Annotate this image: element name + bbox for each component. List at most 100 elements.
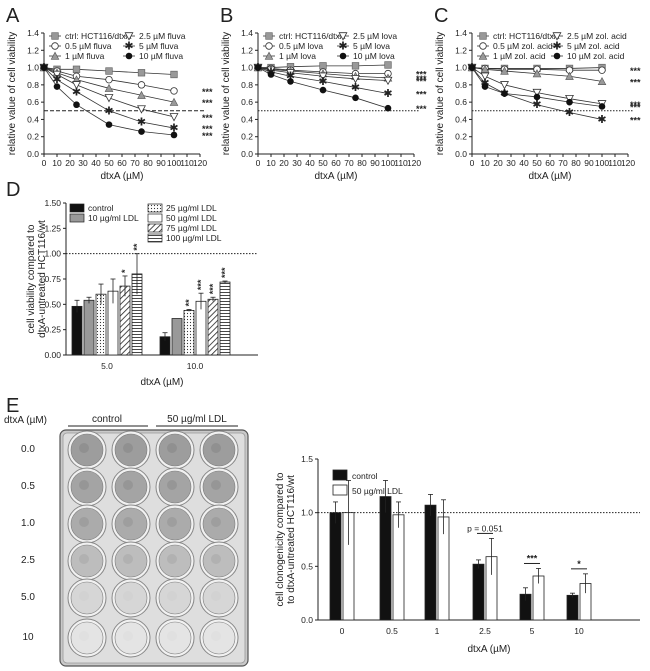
data-point [286, 69, 295, 78]
y-tick-label: 0.2 [455, 132, 467, 142]
legend-marker [50, 51, 60, 60]
series-5: ✱✱✱✱✱✱*** [467, 62, 641, 126]
y-tick-label: 0.4 [455, 114, 467, 124]
y-tick-label: 1.0 [27, 63, 39, 73]
data-point [169, 97, 179, 106]
bar-chart-d: 0.000.250.500.751.001.251.50***5.0***** *… [26, 198, 258, 388]
data-point [533, 93, 541, 101]
well-colonies [70, 581, 104, 615]
data-point [319, 62, 327, 70]
legend-label: ctrl: HCT116/dtxA [493, 31, 560, 41]
significance-label: *** [416, 90, 427, 100]
y-tick-label: 1.2 [455, 45, 467, 55]
y-tick-label: 0.50 [44, 299, 61, 309]
bar [566, 594, 579, 621]
x-tick-label: 0.5 [386, 626, 398, 636]
legend-label: ctrl: HCT116/dtxA [279, 31, 346, 41]
x-tick-label: 120 [621, 158, 635, 168]
significance-label: *** [202, 131, 213, 141]
y-axis-title: relative value of cell viability [7, 32, 18, 155]
legend-marker: ✱ [124, 41, 133, 53]
x-tick-label: 10 [574, 626, 584, 636]
chart-c: 0.0 0.2 0.4 0.6 0.8 1.0 1.2 1.4 0 10 20 30 40 50 60 70 8… [435, 28, 641, 182]
well-colony-cluster [79, 591, 89, 601]
x-tick-label: 80 [357, 158, 367, 168]
x-tick-label: 110 [608, 158, 622, 168]
well-colony-cluster [211, 443, 221, 453]
well-colony-cluster [79, 554, 89, 564]
data-point [170, 70, 178, 79]
x-tick-label: 20 [65, 158, 75, 168]
well-colony-cluster [123, 517, 133, 527]
significance-label: *** [630, 77, 641, 87]
data-point [169, 113, 179, 122]
well-colony-cluster [211, 554, 221, 564]
series-line [43, 67, 175, 129]
data-point [137, 105, 146, 114]
data-point [352, 94, 359, 102]
well-colonies [114, 621, 148, 655]
legend-marker [339, 52, 347, 60]
legend-label: 50 µg/ml LDL [352, 486, 403, 496]
well-colony-cluster [123, 591, 133, 601]
well-colony-cluster [167, 631, 177, 641]
x-tick-label: 30 [506, 158, 516, 168]
y-tick-label: 1.50 [44, 198, 61, 208]
bar [379, 496, 392, 621]
bar [83, 299, 95, 356]
legend-label: 2.5 µM lova [353, 31, 397, 41]
data-point: ✱ [72, 86, 81, 98]
data-point [598, 66, 606, 74]
legend-swatch [332, 484, 348, 496]
panel-letter-e: E [6, 395, 19, 417]
legend-marker [51, 32, 59, 40]
plate-row-label: 5.0 [21, 592, 35, 603]
well-colony-cluster [211, 480, 221, 490]
legend-label: 2.5 µM fluva [139, 31, 186, 41]
legend: control 50 µg/ml LDL [332, 469, 403, 496]
x-tick-label: 5.0 [101, 361, 113, 371]
y-tick-label: 0.00 [44, 350, 61, 360]
y-tick-label: 0.0 [301, 615, 313, 625]
well-colonies [70, 621, 104, 655]
x-tick-label: 10.0 [187, 361, 204, 371]
legend-label: 5 µM fluva [139, 41, 179, 51]
x-axis-title: dtxA (µM) [468, 644, 511, 655]
bar [219, 281, 231, 356]
x-tick-label: 50 [104, 158, 114, 168]
y-tick-label: 0.8 [27, 80, 39, 90]
legend-marker [478, 51, 488, 60]
legend-label: 5 µM zol. acid [567, 41, 620, 51]
x-tick-label: 0 [340, 626, 345, 636]
x-tick-label: 90 [370, 158, 380, 168]
y-tick-label: 0.0 [241, 149, 253, 159]
y-tick-label: 0.75 [44, 274, 61, 284]
legend-swatch [147, 203, 163, 213]
x-tick-label: 0 [42, 158, 47, 168]
legend-marker [264, 51, 274, 60]
legend-label: 10 µM fluva [139, 51, 183, 61]
data-point [72, 81, 81, 90]
significance-label: *** [630, 115, 641, 125]
y-tick-label: 0.8 [241, 80, 253, 90]
legend-swatch [69, 203, 85, 213]
legend-marker: ✱ [338, 41, 347, 53]
significance-label: *** [416, 74, 427, 84]
bar [119, 285, 131, 356]
legend-label: 75 µg/ml LDL [166, 223, 217, 233]
significance-label: * [577, 559, 581, 569]
y-tick-label: 0.0 [27, 149, 39, 159]
series-4: *** [467, 63, 641, 110]
x-tick-label: 80 [571, 158, 581, 168]
x-tick-label: 60 [545, 158, 555, 168]
data-point [351, 62, 360, 70]
plate-group-label-control: control [92, 414, 122, 425]
legend-label: 0.5 µM lova [279, 41, 323, 51]
y-tick-label: 1.4 [455, 28, 467, 38]
data-point [384, 104, 392, 112]
bar [424, 504, 437, 621]
x-axis-title: dtxA (µM) [101, 171, 144, 182]
y-tick-label: 1.4 [27, 28, 39, 38]
x-tick-label: 50 [318, 158, 328, 168]
data-point [598, 103, 606, 110]
